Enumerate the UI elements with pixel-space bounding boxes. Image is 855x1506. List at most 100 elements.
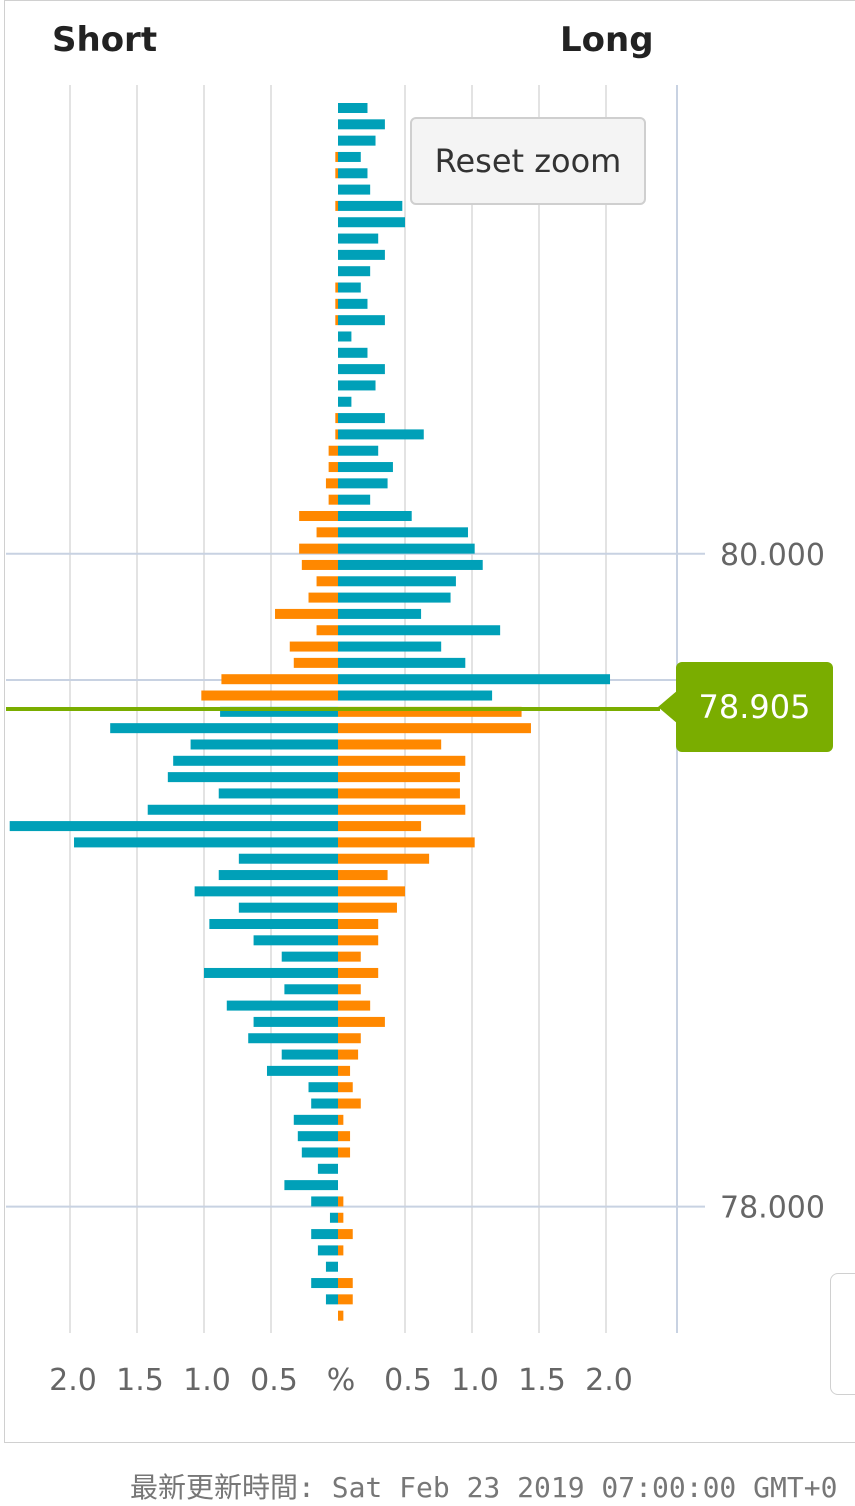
x-tick-label: 1.0: [451, 1363, 499, 1398]
short-bar: [275, 608, 338, 619]
long-bar: [110, 723, 338, 734]
short-bar: [335, 429, 338, 440]
long-bar: [338, 331, 352, 342]
short-bar: [338, 902, 397, 913]
short-bar: [338, 1131, 351, 1142]
long-bar: [338, 217, 405, 228]
x-tick-label: %: [327, 1363, 356, 1398]
long-bar: [317, 1163, 338, 1174]
short-bar: [301, 559, 338, 570]
x-tick-label: 1.0: [183, 1363, 231, 1398]
short-bar: [308, 592, 338, 603]
x-tick-label: 1.5: [116, 1363, 164, 1398]
long-bar: [204, 967, 338, 978]
short-bar: [338, 984, 361, 995]
short-bar: [338, 1016, 385, 1027]
long-bar: [9, 821, 338, 832]
long-bar: [325, 1261, 338, 1272]
long-bar: [338, 674, 611, 685]
short-bar: [335, 151, 338, 162]
long-bar: [338, 641, 442, 652]
long-bar: [338, 184, 371, 195]
long-bar: [338, 233, 379, 244]
long-bar: [194, 886, 338, 897]
long-bar: [338, 364, 385, 375]
short-bar: [338, 1212, 344, 1223]
long-bar: [338, 168, 368, 179]
long-bar: [338, 559, 483, 570]
x-tick-label: 2.0: [49, 1363, 97, 1398]
short-bar: [328, 445, 338, 456]
price-label-pointer: [658, 690, 678, 724]
y-tick-label: 78.000: [720, 1191, 825, 1226]
long-bar: [293, 1114, 338, 1125]
long-bar: [173, 755, 338, 766]
reset-zoom-button[interactable]: Reset zoom: [410, 117, 646, 205]
short-bar: [335, 315, 338, 326]
long-bar: [281, 951, 338, 962]
short-bar: [338, 804, 466, 815]
bars: [9, 103, 611, 1321]
long-bar: [248, 1033, 338, 1044]
long-bar: [284, 1180, 338, 1191]
long-bar: [301, 1147, 338, 1158]
long-bar: [338, 347, 368, 358]
short-bar: [328, 494, 338, 505]
long-bar: [284, 984, 338, 995]
long-bar: [218, 788, 338, 799]
long-bar: [338, 266, 371, 277]
short-bar: [338, 1098, 361, 1109]
short-bar: [338, 967, 379, 978]
long-bar: [338, 380, 376, 391]
long-bar: [338, 249, 385, 260]
long-bar: [338, 478, 388, 489]
short-bar: [335, 413, 338, 424]
short-bar: [338, 1033, 361, 1044]
long-bar: [338, 527, 468, 538]
x-tick-label: 2.0: [585, 1363, 633, 1398]
short-bar: [338, 788, 460, 799]
short-bar: [338, 951, 361, 962]
short-bar: [338, 739, 442, 750]
short-bar: [338, 1229, 353, 1240]
long-bar: [218, 870, 338, 881]
x-tick-label: 0.5: [384, 1363, 432, 1398]
short-bar: [293, 657, 338, 668]
short-bar: [338, 1196, 344, 1207]
short-header: Short: [52, 20, 158, 60]
long-bar: [338, 315, 385, 326]
y-tick-label: 80.000: [720, 538, 825, 573]
long-bar: [338, 200, 403, 211]
long-bar: [338, 135, 376, 146]
long-bar: [74, 837, 339, 848]
short-bar: [338, 935, 379, 946]
long-bar: [338, 429, 424, 440]
short-bar: [338, 1114, 344, 1125]
x-tick-label: 1.5: [518, 1363, 566, 1398]
short-bar: [335, 298, 338, 309]
long-bar: [338, 119, 385, 130]
last-updated-text: 最新更新時間: Sat Feb 23 2019 07:00:00 GMT+0: [130, 1471, 838, 1504]
long-bar: [338, 608, 422, 619]
short-bar: [338, 1065, 351, 1076]
short-bar: [201, 690, 338, 701]
short-bar: [338, 1245, 344, 1256]
short-bar: [221, 674, 338, 685]
short-bar: [335, 282, 338, 293]
long-bar: [167, 772, 338, 783]
short-bar: [335, 200, 338, 211]
long-bar: [266, 1065, 338, 1076]
long-bar: [338, 445, 379, 456]
short-bar: [289, 641, 338, 652]
long-bar: [253, 935, 338, 946]
long-bar: [338, 576, 456, 587]
short-bar: [338, 706, 522, 717]
long-bar: [311, 1278, 338, 1289]
short-bar: [299, 511, 338, 521]
long-bar: [338, 494, 371, 505]
long-bar: [338, 657, 466, 668]
side-panel-edge[interactable]: [830, 1273, 855, 1395]
short-bar: [338, 1000, 371, 1011]
long-bar: [338, 396, 352, 407]
